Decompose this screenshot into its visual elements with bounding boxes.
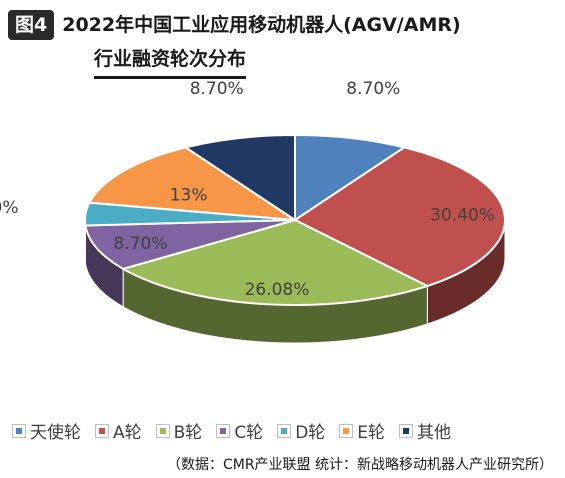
legend-item-0: 天使轮 — [12, 418, 81, 443]
legend-swatch-2 — [155, 423, 170, 438]
data-label-3: 8.70% — [113, 234, 167, 254]
title-line-2: 行业融资轮次分布 — [94, 46, 247, 79]
pie-slice-5 — [87, 146, 296, 221]
legend-swatch-4 — [277, 423, 292, 438]
data-label-0: 8.70% — [346, 79, 400, 99]
chart-title: 图4 2022年中国工业应用移动机器人(AGV/AMR) 行业融资轮次分布 — [8, 6, 559, 79]
legend-swatch-0 — [12, 423, 26, 438]
data-label-1: 30.40% — [430, 205, 495, 225]
legend-label-3: C轮 — [234, 423, 264, 443]
data-labels: 8.70% 30.40% 26.08% 8.70% 4.30% 13% 8.70% — [0, 79, 495, 300]
legend-item-1: A轮 — [95, 418, 142, 443]
pie-slice-3 — [84, 219, 296, 270]
pie-slice-6 — [183, 133, 296, 222]
legend-swatch-5 — [339, 423, 354, 438]
legend-item-2: B轮 — [155, 418, 203, 443]
legend-swatch-3 — [216, 423, 231, 438]
legend-swatch-6 — [399, 423, 414, 438]
legend-label-5: E轮 — [357, 423, 386, 443]
source-note: （数据：CMR产业联盟 统计：新战略移动机器人产业研究所） — [166, 457, 553, 473]
legend-swatch-1 — [95, 423, 109, 438]
legend: 天使轮 A轮 B轮 C轮 D轮 E轮 其他 — [12, 418, 557, 443]
legend-item-6: 其他 — [399, 418, 451, 443]
title-line-1: 2022年中国工业应用移动机器人(AGV/AMR) — [62, 14, 461, 36]
legend-label-4: D轮 — [295, 423, 326, 443]
data-label-4: 4.30% — [0, 198, 19, 218]
data-label-5: 13% — [170, 186, 208, 206]
pie-slices — [84, 133, 506, 306]
legend-item-4: D轮 — [277, 418, 325, 443]
pie-slice-1 — [293, 146, 506, 288]
legend-label-6: 其他 — [417, 423, 452, 443]
legend-item-3: C轮 — [216, 418, 263, 443]
data-label-6: 8.70% — [190, 79, 244, 99]
pie-slice-0 — [294, 133, 407, 222]
legend-label-0: 天使轮 — [30, 423, 81, 443]
figure-badge: 图4 — [8, 10, 55, 40]
pie-slice-2 — [120, 218, 430, 306]
legend-label-1: A轮 — [113, 423, 142, 443]
legend-item-5: E轮 — [339, 418, 385, 443]
data-label-2: 26.08% — [245, 280, 310, 300]
legend-label-2: B轮 — [173, 423, 203, 443]
